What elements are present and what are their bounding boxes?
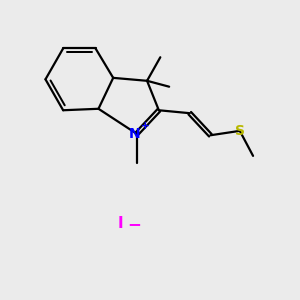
Text: I: I <box>118 216 123 231</box>
Text: +: + <box>141 121 150 130</box>
Text: −: − <box>127 214 141 232</box>
Text: S: S <box>235 124 245 138</box>
Text: N: N <box>129 127 140 141</box>
